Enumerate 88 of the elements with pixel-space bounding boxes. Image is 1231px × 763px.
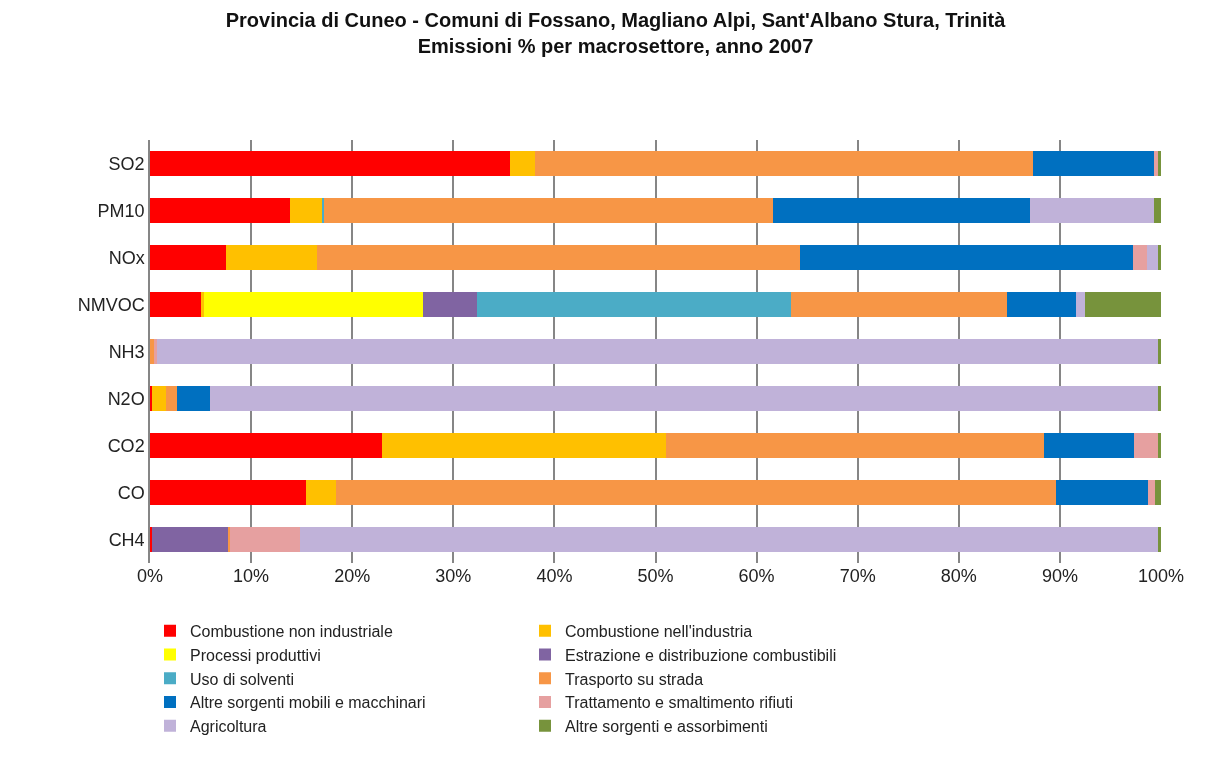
legend-label: Trattamento e smaltimento rifiuti (565, 694, 793, 712)
bar (535, 150, 1033, 177)
y-tick-label: CO2 (107, 435, 145, 456)
bar (509, 150, 536, 177)
legend-label: Agricoltura (190, 718, 267, 736)
x-tick-label: 30% (435, 566, 472, 586)
bar (150, 291, 201, 318)
bar (1154, 479, 1161, 506)
x-tick-label: 90% (1041, 566, 1078, 586)
x-tick-label: 80% (940, 566, 977, 586)
bar (1147, 479, 1155, 506)
bar (772, 197, 1030, 224)
bar (1029, 197, 1154, 224)
bar (1133, 432, 1158, 459)
bar (225, 244, 317, 271)
bar (1157, 338, 1161, 365)
legend-label: Combustione nell'industria (565, 622, 753, 640)
x-tick-label: 40% (536, 566, 573, 586)
legend-label: Estrazione e distribuzione combustibili (565, 646, 837, 664)
y-tick-label: N2O (107, 388, 145, 409)
bar (154, 338, 158, 365)
bar (200, 291, 204, 318)
bar (381, 432, 666, 459)
legend-label: Trasporto su strada (565, 670, 704, 688)
bar (299, 526, 1158, 553)
y-tick-label: NH3 (108, 341, 145, 362)
bar (152, 526, 228, 553)
bar (790, 291, 1008, 318)
bar (1032, 150, 1154, 177)
bar (1007, 291, 1077, 318)
bar (150, 526, 153, 553)
x-tick-label: 20% (334, 566, 371, 586)
bar (150, 244, 226, 271)
bar (150, 150, 510, 177)
bar (209, 385, 1158, 412)
x-tick-label: 70% (839, 566, 876, 586)
x-tick-label: 10% (233, 566, 270, 586)
legend-label: Altre sorgenti mobili e macchinari (190, 694, 426, 712)
bar (150, 197, 290, 224)
y-tick-label: SO2 (108, 153, 145, 174)
bar (665, 432, 1044, 459)
bar (1157, 385, 1161, 412)
x-tick-label: 60% (738, 566, 775, 586)
legend-label: Altre sorgenti e assorbimenti (565, 718, 768, 736)
bar (177, 385, 210, 412)
x-tick-label: 50% (637, 566, 674, 586)
bar (1153, 197, 1161, 224)
bar (1085, 291, 1161, 318)
bar (150, 338, 155, 365)
bar (1132, 244, 1147, 271)
y-tick-label: NOx (108, 247, 145, 268)
bar (305, 479, 337, 506)
legend-label: Combustione non industriale (190, 622, 393, 640)
bar (150, 432, 382, 459)
bar (157, 338, 1158, 365)
bar (323, 197, 773, 224)
bar (289, 197, 322, 224)
y-tick-label: NMVOC (77, 294, 145, 315)
y-tick-label: CO (117, 482, 145, 503)
bar (1157, 432, 1161, 459)
bar (227, 526, 230, 553)
bar (1157, 526, 1161, 553)
x-tick-label: 100% (1137, 566, 1185, 586)
y-tick-label: CH4 (108, 529, 145, 550)
bar (1146, 244, 1158, 271)
bar (336, 479, 1056, 506)
bar (203, 291, 423, 318)
bar (229, 526, 300, 553)
legend-label: Uso di solventi (190, 670, 295, 688)
y-tick-label: PM10 (97, 200, 145, 221)
bar (1157, 244, 1161, 271)
chart-title: Provincia di Cuneo - Comuni di Fossano, Magliano Alpi, Sant'Albano Stura, Trinità Emissioni % per macrosettore, anno 2007 (225, 8, 1007, 57)
bar (150, 479, 306, 506)
bar (1043, 432, 1134, 459)
bar (166, 385, 178, 412)
bar (1055, 479, 1148, 506)
bar (476, 291, 791, 318)
bar (321, 197, 324, 224)
bar (150, 385, 153, 412)
bar (800, 244, 1133, 271)
bar (1076, 291, 1086, 318)
bar (152, 385, 167, 412)
bar (422, 291, 477, 318)
legend-label: Processi produttivi (190, 646, 321, 664)
bar (1153, 150, 1158, 177)
x-tick-label: 0% (136, 566, 164, 586)
bar (1157, 150, 1161, 177)
bar (316, 244, 801, 271)
